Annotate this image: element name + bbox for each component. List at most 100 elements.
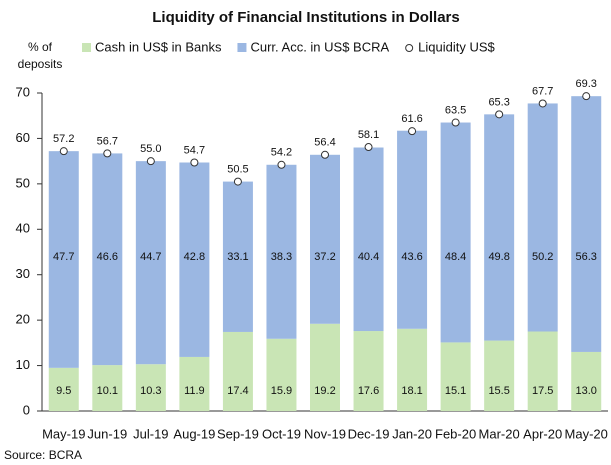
data-label: 42.8 — [184, 251, 205, 263]
bar-segment — [310, 323, 340, 411]
bar-segment — [353, 331, 384, 411]
data-label: 37.2 — [314, 251, 335, 263]
liquidity-point — [538, 99, 547, 108]
x-tick-label: Jul-19 — [133, 426, 168, 441]
data-label: 15.9 — [271, 385, 292, 397]
x-tick-label: Dec-19 — [348, 426, 390, 441]
bar-segment — [527, 103, 558, 332]
bar-segment — [571, 96, 602, 352]
bar-segment — [397, 328, 428, 411]
data-label: 17.5 — [532, 385, 553, 397]
legend-swatch — [237, 43, 247, 52]
data-label: 43.6 — [401, 251, 422, 263]
data-label: 67.7 — [532, 85, 553, 97]
bar-segment — [397, 130, 428, 329]
bar-segment — [179, 356, 210, 411]
chart-title: Liquidity of Financial Institutions in D… — [152, 9, 460, 26]
data-label: 10.1 — [97, 385, 118, 397]
bar-segment — [353, 147, 384, 332]
bar-segment — [484, 114, 515, 341]
y-tick-label: 10 — [16, 357, 30, 372]
x-tick-label: Oct-19 — [262, 426, 301, 441]
data-label: 40.4 — [358, 251, 379, 263]
legend-label: Liquidity US$ — [418, 39, 495, 54]
x-tick-label: Aug-19 — [173, 426, 215, 441]
liquidity-point — [495, 110, 504, 119]
liquidity-point — [190, 158, 199, 167]
data-label: 48.4 — [445, 251, 466, 263]
data-label: 65.3 — [488, 96, 509, 108]
bar-segment — [48, 151, 79, 368]
x-tick-label: Sep-19 — [217, 426, 259, 441]
data-label: 54.2 — [271, 147, 292, 159]
liquidity-point — [277, 160, 286, 169]
data-label: 56.3 — [576, 251, 597, 263]
liquidity-point — [233, 177, 242, 186]
x-tick-label: May-20 — [565, 426, 608, 441]
data-label: 63.5 — [445, 104, 466, 116]
legend-marker — [405, 44, 414, 52]
x-tick-label: May-19 — [42, 426, 85, 441]
bar-segment — [92, 153, 123, 366]
data-label: 49.8 — [488, 251, 509, 263]
bar-segment — [440, 122, 471, 343]
bar-segment — [222, 331, 253, 411]
y-tick-label: 50 — [16, 175, 30, 190]
data-label: 15.5 — [488, 385, 509, 397]
bar-segment — [266, 164, 297, 339]
data-label: 17.4 — [227, 385, 248, 397]
data-label: 38.3 — [271, 251, 292, 263]
data-label: 17.6 — [358, 385, 379, 397]
liquidity-point — [408, 127, 417, 136]
data-label: 61.6 — [401, 113, 422, 125]
data-label: 9.5 — [56, 385, 71, 397]
data-label: 57.2 — [53, 133, 74, 145]
source: Source: BCRA — [4, 448, 82, 462]
data-label: 47.7 — [53, 251, 74, 263]
data-label: 56.4 — [314, 137, 335, 149]
y-tick-label: 40 — [16, 221, 30, 236]
bar-segment — [92, 365, 123, 411]
bar-segment — [440, 342, 471, 411]
x-tick-label: Jun-19 — [87, 426, 127, 441]
bar-segment — [48, 367, 79, 411]
y-tick-label: 20 — [16, 312, 30, 327]
x-tick-label: Nov-19 — [304, 426, 346, 441]
liquidity-point — [364, 143, 373, 152]
y-tick-label: 70 — [16, 84, 30, 99]
bar-segment — [135, 364, 166, 411]
y-axis-label: % of — [28, 40, 53, 54]
data-label: 33.1 — [227, 251, 248, 263]
data-label: 69.3 — [576, 78, 597, 90]
data-label: 58.1 — [358, 129, 379, 141]
bar-segment — [527, 331, 558, 411]
data-label: 18.1 — [401, 385, 422, 397]
bar-segment — [222, 181, 253, 332]
y-tick-label: 0 — [23, 402, 30, 417]
data-label: 50.5 — [227, 163, 248, 175]
bar-segment — [266, 338, 297, 411]
x-tick-label: Jan-20 — [392, 426, 432, 441]
bar-segment — [179, 162, 210, 357]
data-label: 44.7 — [140, 251, 161, 263]
data-label: 19.2 — [314, 385, 335, 397]
legend-swatch — [82, 43, 91, 52]
data-label: 55.0 — [140, 143, 161, 155]
x-tick-label: Mar-20 — [479, 426, 520, 441]
data-label: 56.7 — [97, 135, 118, 147]
liquidity-point — [59, 147, 68, 156]
data-label: 54.7 — [184, 144, 205, 156]
x-tick-label: Feb-20 — [435, 426, 476, 441]
data-label: 46.6 — [97, 251, 118, 263]
data-label: 50.2 — [532, 251, 553, 263]
y-tick-label: 30 — [16, 266, 30, 281]
bar-segment — [571, 351, 602, 411]
liquidity-point — [146, 157, 155, 166]
data-label: 13.0 — [576, 385, 597, 397]
data-label: 15.1 — [445, 385, 466, 397]
data-label: 10.3 — [140, 385, 161, 397]
liquidity-point — [321, 150, 329, 159]
bar-segment — [135, 161, 166, 365]
liquidity-point — [103, 149, 112, 158]
